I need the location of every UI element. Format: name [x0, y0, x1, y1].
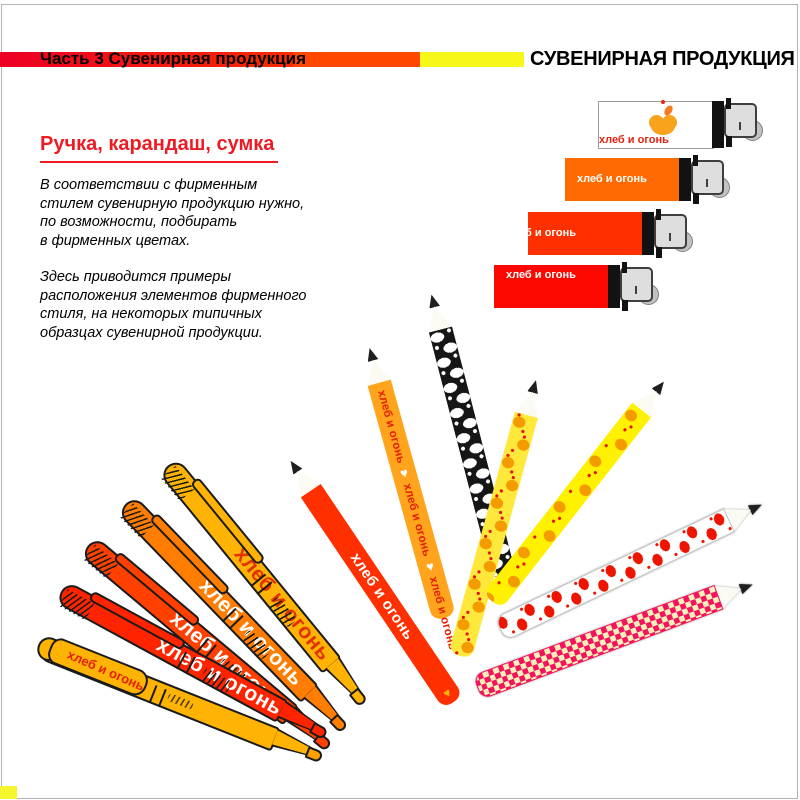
- lighter-body: хлеб и огонь: [565, 158, 679, 201]
- page-title: СУВЕНИРНАЯ ПРОДУКЦИЯ: [530, 48, 795, 70]
- lighter-orange-red: хлеб и огонь: [506, 209, 698, 260]
- paragraph-line: В соответствии с фирменным: [40, 177, 258, 193]
- pencil-shaft: [472, 584, 724, 700]
- lighter-orange: хлеб и огонь: [565, 155, 735, 206]
- pen-grip: [166, 692, 194, 710]
- heading-underline: [40, 161, 278, 163]
- lighter-flint-nub: [693, 155, 698, 166]
- lighter-lever: [656, 247, 662, 258]
- lighter-red: хлеб и огонь: [494, 262, 664, 313]
- lighter-lever: [726, 136, 732, 147]
- lighter-cap: [691, 160, 724, 195]
- paragraph-line: в фирменных цветах.: [40, 232, 191, 249]
- lighter-brand-label: хлеб и огонь: [506, 227, 576, 239]
- logo-heart-icon: [649, 115, 677, 135]
- lighter-lever: [693, 193, 699, 204]
- lighter-white: хлеб и огонь: [598, 98, 768, 149]
- lighter-flint-nub: [622, 262, 627, 273]
- pen-brand-label: хлеб и огонь: [65, 646, 147, 694]
- pencil-brand-label: хлеб и огонь: [400, 482, 433, 559]
- lighter-brand-label: хлеб и огонь: [599, 134, 669, 146]
- lighter-flint-nub: [726, 98, 731, 109]
- corner-accent-square: [0, 786, 17, 799]
- paragraph-line: стиля, на некоторых типичных: [40, 306, 262, 322]
- logo-flame-dot-icon: [661, 100, 665, 104]
- lighter-collar: [679, 158, 691, 201]
- pencil-graphite-tip: [426, 293, 440, 308]
- pencil-graphite-tip: [286, 458, 302, 475]
- paragraph-line: Здесь приводится примеры: [40, 269, 232, 285]
- lighter-brand-label: хлеб и огонь: [577, 173, 647, 185]
- pencil-brand-label: хлеб и огонь: [375, 389, 407, 465]
- pen-cap-ribs: [160, 465, 195, 502]
- section-heading: Ручка, карандаш, сумка: [40, 133, 275, 155]
- logo-heart-icon: ♥: [440, 685, 455, 701]
- chapter-title: Часть 3 Сувенирная продукция: [40, 49, 307, 68]
- lighter-body: хлеб и огонь: [494, 265, 608, 308]
- lighter-lever: [622, 300, 628, 311]
- header-color-bar: [0, 52, 524, 67]
- lighter-body: хлеб и огонь: [598, 100, 714, 149]
- pen-cap-ribs: [83, 544, 119, 579]
- bar-segment-orange: [293, 52, 420, 67]
- paragraph-1: В соответствии с фирменным стилем сувени…: [40, 176, 360, 250]
- pencil-graphite-tip: [527, 379, 541, 394]
- paragraph-line: расположения элементов фирменного: [40, 287, 307, 304]
- paragraph-line: стилем сувенирную продукцию нужно,: [40, 195, 305, 212]
- lighter-collar: [608, 265, 620, 308]
- lighter-brand-label: хлеб и огонь: [506, 269, 576, 281]
- pencil-graphite-tip: [364, 347, 378, 362]
- pen-cap-ribs: [58, 589, 95, 621]
- lighter-body: хлеб и огонь: [506, 212, 642, 255]
- lighter-cap: [724, 103, 757, 138]
- lighter-collar: [642, 212, 654, 255]
- brand-logo: [649, 100, 677, 136]
- paragraph-line: образцах сувенирной продукции.: [40, 324, 263, 341]
- bar-segment-yellow: [420, 52, 524, 67]
- lighter-collar: [712, 101, 724, 148]
- pen-cap-ribs: [119, 503, 155, 539]
- pencil-brand-label: хлеб и огонь: [346, 549, 418, 643]
- pencil-graphite-tip: [748, 500, 764, 516]
- pencil-graphite-tip: [739, 579, 755, 594]
- paragraph-line: по возможности, подбирать: [40, 214, 238, 230]
- lighter-flint-nub: [656, 209, 661, 220]
- pen-ring: [148, 685, 167, 708]
- bar-segment-red: [0, 52, 293, 67]
- paragraph-2: Здесь приводится примеры расположения эл…: [40, 268, 360, 342]
